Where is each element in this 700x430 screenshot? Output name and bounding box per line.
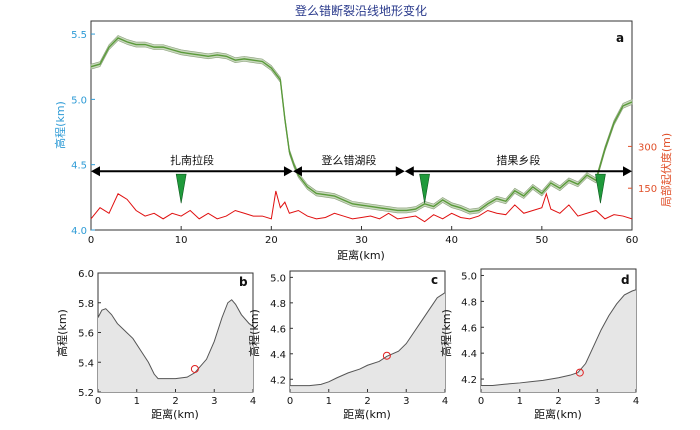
y-tick-label: 4.4 (270, 350, 286, 361)
y-tick-label: 5.0 (461, 271, 477, 282)
x-tick-label: 0 (95, 396, 101, 407)
y-tick-label: 6.0 (78, 269, 94, 280)
y-tick-label: 4.5 (71, 161, 87, 172)
y-tick-label: 4.2 (270, 375, 286, 386)
x-tick-label: 40 (445, 235, 458, 246)
site-circle-marker (190, 364, 199, 373)
y-tick-label: 4.8 (270, 299, 286, 310)
segment-arrowhead-left (91, 166, 100, 177)
panel-c-ylabel: 高程(km) (247, 309, 261, 357)
panel-a-label: a (616, 31, 624, 45)
segment-label: 措果乡段 (496, 153, 540, 167)
site-circle-marker (575, 368, 584, 377)
x-tick-label: 0 (478, 396, 484, 407)
panel-a-ylabel: 高程(km) (53, 101, 67, 149)
y-tick-label: 4.6 (270, 324, 286, 335)
panel-b-profile: 0 1 2 3 4 5.2 5.4 5.6 5.8 6.0 b 距离(km) 高程(km) (55, 269, 256, 421)
x-tick-label: 3 (403, 396, 409, 407)
segment-arrowhead-left (292, 166, 302, 177)
x-tick-label: 2 (364, 396, 370, 407)
panel-b-xlabel: 距离(km) (151, 407, 199, 421)
x-tick-label: 4 (442, 396, 448, 407)
y-tick-label: 5.0 (270, 273, 286, 284)
panel-b-ylabel: 高程(km) (55, 309, 69, 357)
elevation-area (98, 299, 253, 392)
location-marker (419, 173, 430, 204)
segment-arrowhead-right (395, 166, 405, 177)
y-tick-label: 4.6 (461, 323, 477, 334)
segment-label: 登么错湖段 (321, 153, 376, 167)
elevation-area (481, 289, 636, 392)
x-tick-label: 4 (250, 396, 256, 407)
panel-c-xlabel: 距离(km) (343, 407, 391, 421)
panel-a-title: 登么错断裂沿线地形变化 (295, 3, 427, 18)
x-tick-label: 60 (626, 235, 639, 246)
panel-b-label: b (239, 275, 248, 289)
segment-arrowhead-left (404, 166, 414, 177)
elevation-line (90, 37, 633, 213)
elevation-line (290, 292, 446, 387)
segment-arrowhead-right (283, 166, 293, 177)
location-marker (595, 173, 606, 204)
elevation-envelope (90, 35, 633, 215)
panel-c-profile: 0 1 2 3 4 4.2 4.4 4.6 4.8 5.0 c 距离(km) 高程(km) (247, 270, 448, 421)
y-tick-label: 4.4 (461, 349, 477, 360)
panel-d-ylabel: 高程(km) (439, 309, 453, 357)
elevation-line (481, 289, 637, 387)
x-tick-label: 1 (134, 396, 140, 407)
x-tick-label: 30 (355, 235, 368, 246)
x-tick-label: 4 (633, 396, 639, 407)
panel-c-label: c (431, 273, 438, 287)
y2-tick-label: 150 (638, 184, 657, 195)
y-tick-label: 5.6 (78, 329, 94, 340)
y-tick-label: 4.8 (461, 297, 477, 308)
x-tick-label: 50 (535, 235, 548, 246)
x-tick-label: 1 (326, 396, 332, 407)
panel-a-xlabel: 距离(km) (337, 248, 385, 262)
y2-tick-label: 300 (638, 142, 657, 153)
site-circle-marker (382, 351, 391, 360)
y-tick-label: 4.2 (461, 375, 477, 386)
panel-d-label: d (621, 273, 630, 287)
y-tick-label: 5.2 (78, 388, 94, 399)
y-tick-label: 5.5 (71, 30, 87, 41)
x-tick-label: 3 (211, 396, 217, 407)
panel-d-profile: 0 1 2 3 4 4.2 4.4 4.6 4.8 5.0 d 距离(km) 高程(km) (439, 268, 639, 421)
panel-a-elevation-profile: 登么错断裂沿线地形变化 0 10 20 30 40 50 60 4.0 4.5 5.0 5.5 150… (53, 3, 673, 262)
segment-label: 扎南拉段 (170, 153, 214, 167)
x-tick-label: 3 (594, 396, 600, 407)
y-tick-label: 4.0 (71, 226, 87, 237)
elevation-line (97, 299, 254, 380)
segment-arrowhead-right (623, 166, 632, 177)
location-marker (175, 173, 187, 204)
x-tick-label: 20 (265, 235, 278, 246)
relief-line (90, 190, 633, 223)
panel-a-y2label: 局部起伏度(m) (659, 133, 673, 207)
elevation-area (290, 292, 445, 392)
panel-d-xlabel: 距离(km) (534, 407, 582, 421)
y-tick-label: 5.8 (78, 299, 94, 310)
y-tick-label: 5.4 (78, 358, 94, 369)
x-tick-label: 10 (175, 235, 188, 246)
x-tick-label: 0 (287, 396, 293, 407)
x-tick-label: 2 (555, 396, 561, 407)
x-tick-label: 2 (172, 396, 178, 407)
x-tick-label: 1 (517, 396, 523, 407)
y-tick-label: 5.0 (71, 95, 87, 106)
x-tick-label: 0 (88, 235, 94, 246)
